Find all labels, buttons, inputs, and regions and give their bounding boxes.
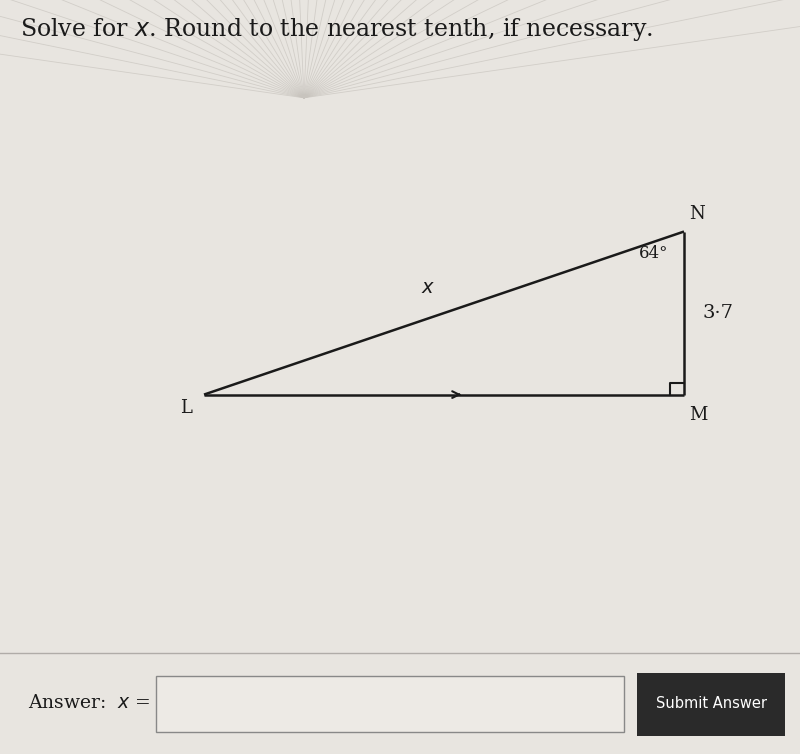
Text: Answer:  $x$ =: Answer: $x$ = <box>28 694 150 712</box>
Text: 3·7: 3·7 <box>702 304 734 322</box>
Text: $x$: $x$ <box>421 279 435 297</box>
Text: N: N <box>690 205 706 223</box>
Bar <box>156 676 624 731</box>
Text: L: L <box>180 399 192 417</box>
Bar <box>637 673 785 736</box>
Text: Submit Answer: Submit Answer <box>656 696 766 710</box>
Text: M: M <box>690 406 708 424</box>
Text: Solve for $x$. Round to the nearest tenth, if necessary.: Solve for $x$. Round to the nearest tent… <box>20 17 653 43</box>
Text: 64°: 64° <box>638 244 668 262</box>
